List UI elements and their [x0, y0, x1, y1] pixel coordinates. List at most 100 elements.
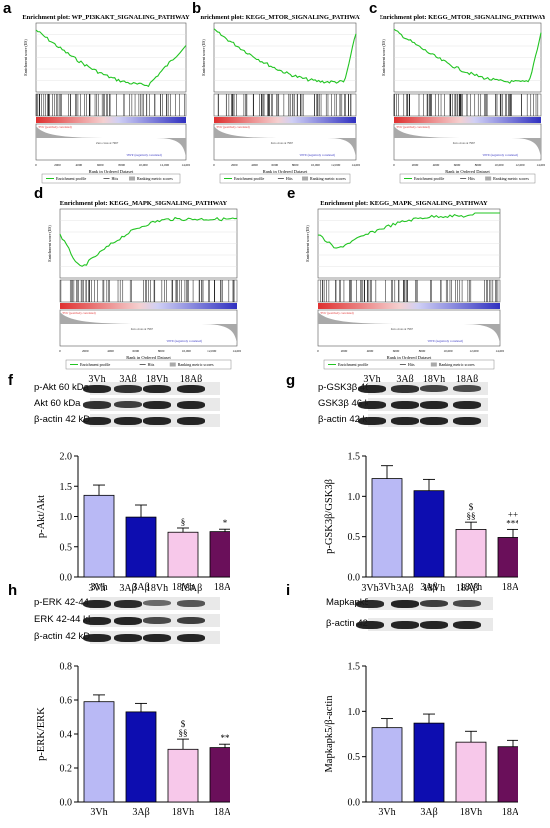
gsea-xtick: 2000	[341, 349, 348, 353]
blot-band	[453, 600, 481, 608]
gsea-xtick: 4000	[76, 163, 83, 167]
significance-marker: *	[223, 518, 228, 528]
x-tick-label: 3Vh	[378, 807, 395, 818]
gsea-xtick: 2000	[54, 163, 61, 167]
blot-band	[143, 385, 171, 393]
gsea-xtick: 12,000	[331, 163, 340, 168]
gsea-xtick: 2000	[231, 163, 238, 167]
bar-18Vh	[167, 531, 199, 578]
blot-row-label: β-actin 42 kDa	[34, 414, 96, 425]
bar-3Aβ	[125, 516, 157, 578]
panel-letter-i: i	[286, 582, 291, 599]
gsea-xtick: 6000	[97, 163, 104, 167]
y-tick-label: 1.5	[348, 452, 361, 463]
x-tick-label: 18Aβ	[214, 582, 230, 593]
gsea-xtick: 10,000	[182, 349, 191, 354]
gsea-plot-c: Enrichment plot: KEGG_MTOR_SIGNALING_PAT…	[380, 10, 545, 190]
gsea-xtick: 14,000	[536, 163, 545, 168]
blot-band	[356, 600, 384, 608]
legend-hits: Hits	[468, 176, 475, 181]
blot-band	[83, 385, 111, 393]
significance-marker: $	[181, 719, 186, 729]
lane-label: 3Aβ	[396, 583, 414, 594]
blot-band	[358, 385, 386, 393]
x-tick-label: 3Aβ	[132, 582, 149, 593]
x-tick-label: 3Vh	[90, 807, 107, 818]
gsea-xtick: 10,000	[139, 163, 148, 168]
blot-band	[391, 621, 419, 629]
enrichment-profile-line	[35, 29, 187, 88]
blot-band	[114, 617, 142, 625]
gsea-ylabel: Enrichment score (ES)	[47, 225, 52, 262]
bar-18Aβ	[209, 531, 241, 578]
gsea-xtick: 14,000	[232, 349, 241, 354]
y-tick-label: 0.0	[348, 573, 361, 584]
gsea-xtick: 12,000	[160, 163, 169, 168]
negative-label: '18Vh' (negatively correlated)	[427, 339, 463, 343]
hits-barcode	[217, 94, 352, 116]
y-tick-label: 0.4	[60, 730, 73, 741]
gsea-xtick: 6000	[133, 349, 140, 353]
gsea-xtick: 12,000	[469, 349, 478, 354]
ranked-gradient-bar	[36, 117, 186, 123]
blot-band	[83, 600, 111, 608]
significance-marker: $	[469, 502, 474, 512]
blot-band	[391, 385, 419, 393]
blot-band	[420, 385, 448, 393]
gsea-plot-e: Enrichment plot: KEGG_MAPK_SIGNALING_PAT…	[304, 196, 504, 376]
blot-band	[114, 600, 142, 608]
zero-cross-label: Zero cross at 7967	[391, 327, 414, 331]
enrichment-profile-line	[213, 28, 357, 84]
blot-band	[177, 634, 205, 642]
gsea-xtick: 12,000	[207, 349, 216, 354]
positive-label: '3Vh' (positively correlated)	[62, 311, 96, 315]
lane-label: 18Aβ	[455, 583, 479, 594]
y-tick-label: 0.0	[348, 798, 361, 809]
legend-hits: Hits	[112, 176, 119, 181]
ranked-gradient-bar	[394, 117, 541, 123]
x-tick-label: 3Aβ	[420, 582, 437, 593]
legend-metric: Ranking metric scores	[493, 176, 529, 181]
panel-letter-e: e	[287, 185, 296, 202]
gsea-xlabel: Rank in Ordered Dataset	[263, 169, 308, 174]
gsea-ylabel: Enrichment score (ES)	[23, 39, 28, 76]
x-tick-label: 18Vh	[172, 582, 194, 593]
gsea-xtick: 12,000	[515, 163, 524, 168]
bar-3Aβ	[413, 490, 445, 578]
blot-band	[356, 621, 384, 629]
gsea-xlabel: Rank in Ordered Dataset	[387, 355, 432, 360]
bar-18Aβ	[209, 747, 241, 803]
legend-profile: Enrichment profile	[414, 176, 445, 181]
blot-row-label: p-Akt 60 kDa	[34, 382, 89, 393]
blot-band	[83, 617, 111, 625]
lane-label: 3Aβ	[119, 583, 137, 594]
bar-18Vh	[455, 741, 487, 803]
blot-band	[83, 634, 111, 642]
gsea-title: Enrichment plot: KEGG_MTOR_SIGNALING_PAT…	[380, 14, 545, 21]
blot-band	[453, 401, 481, 409]
lane-label: 3Vh	[88, 583, 106, 594]
blot-band	[420, 600, 448, 608]
bar-3Aβ	[125, 711, 157, 803]
zero-cross-label: Zero cross at 7967	[271, 141, 294, 145]
bar-18Aβ	[497, 537, 529, 578]
lane-label: 3Aβ	[396, 374, 414, 385]
legend-profile: Enrichment profile	[56, 176, 87, 181]
y-tick-label: 0.6	[60, 696, 73, 707]
y-axis-label: p-ERK/ERK	[36, 707, 47, 761]
negative-label: '18Vh' (negatively correlated)	[482, 153, 518, 157]
y-tick-label: 1.0	[60, 512, 73, 523]
gsea-xtick: 10,000	[494, 163, 503, 168]
y-tick-label: 1.5	[60, 482, 73, 493]
negative-label: '18Vh' (negatively correlated)	[166, 339, 202, 343]
ranked-gradient-bar	[60, 303, 237, 309]
significance-marker: §§	[467, 511, 476, 521]
blot-band	[143, 600, 171, 607]
y-tick-label: 0.0	[60, 798, 73, 809]
significance-marker: ++	[508, 509, 518, 519]
blot-band	[391, 600, 419, 608]
x-tick-label: 18Aβ	[502, 582, 518, 593]
lane-label: 18Aβ	[455, 374, 479, 385]
gsea-plot-d: Enrichment plot: KEGG_MAPK_SIGNALING_PAT…	[46, 196, 241, 376]
blot-band	[114, 385, 142, 393]
